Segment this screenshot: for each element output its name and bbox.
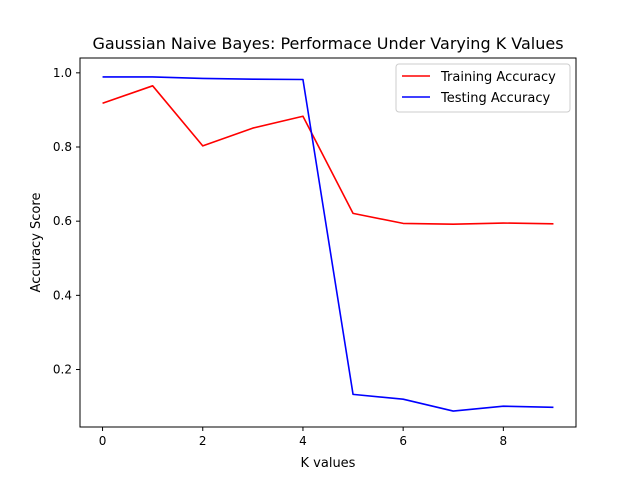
y-tick-label: 1.0 (53, 66, 72, 80)
x-tick-label: 2 (199, 434, 207, 448)
y-tick-label: 0.4 (53, 288, 72, 302)
plot-area (102, 76, 554, 412)
x-tick-label: 4 (299, 434, 307, 448)
y-tick-label: 0.2 (53, 363, 72, 377)
plot-frame (79, 57, 577, 428)
y-tick-label: 0.8 (53, 140, 72, 154)
x-axis-label: K values (301, 456, 356, 471)
series-line-testing (102, 76, 554, 412)
chart-title: Gaussian Naive Bayes: Performace Under V… (92, 34, 563, 53)
x-tick-label: 8 (500, 434, 508, 448)
axis-ticks: 0 2 4 6 8 0.2 0.4 0.6 0.8 1.0 (53, 66, 507, 448)
legend-box (395, 63, 571, 113)
y-tick-label: 0.6 (53, 214, 72, 228)
x-tick-label: 6 (399, 434, 407, 448)
x-tick-label: 0 (99, 434, 107, 448)
legend-entry-label: Training Accuracy (440, 70, 556, 85)
legend: Training Accuracy Testing Accuracy (395, 63, 571, 113)
legend-entry-label: Testing Accuracy (440, 91, 550, 106)
series-line-training (102, 85, 554, 225)
y-axis-label: Accuracy Score (29, 193, 44, 293)
